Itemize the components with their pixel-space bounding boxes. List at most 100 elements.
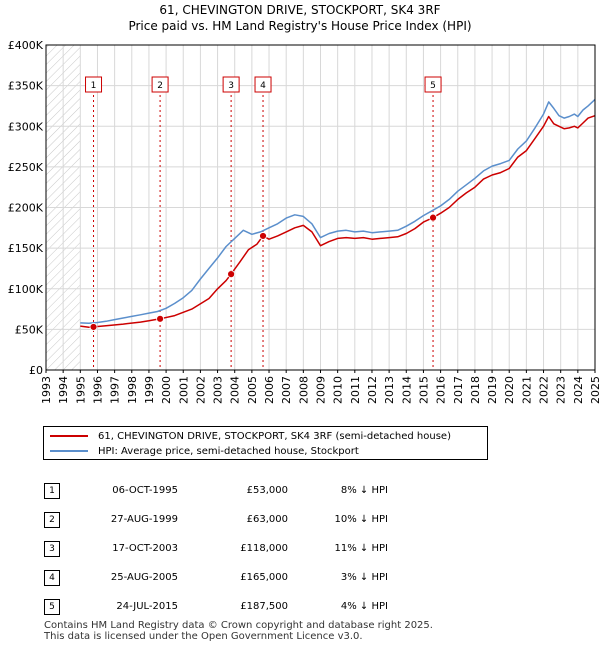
y-tick-label: £350K xyxy=(8,80,44,93)
x-tick-label: 2005 xyxy=(246,376,259,404)
x-tick-label: 2011 xyxy=(349,376,362,404)
sale-date-cell: 27-AUG-1999 xyxy=(110,514,178,525)
sale-point xyxy=(429,213,437,222)
x-tick-label: 1995 xyxy=(74,376,87,404)
x-tick-label: 2019 xyxy=(486,376,499,404)
x-tick-label: 2006 xyxy=(263,376,276,404)
y-tick-label: £0 xyxy=(29,364,43,377)
x-tick-label: 2007 xyxy=(280,376,293,404)
chart-canvas: 1 2 3 4 5 £0 £50K £100K £150K £200K £250K £300K £350… xyxy=(8,39,600,404)
sale-number-badge: 2 xyxy=(44,511,60,528)
sale-point xyxy=(89,323,98,331)
y-tick-label: £100K xyxy=(8,283,44,296)
sale-number-badge: 5 xyxy=(44,598,60,615)
sale-number-cell: 4 xyxy=(44,563,68,592)
x-tick-label: 2002 xyxy=(194,376,207,404)
legend-price-swatch xyxy=(50,435,88,437)
x-tick-label: 2025 xyxy=(589,376,600,404)
x-tick-label: 1993 xyxy=(40,376,53,404)
x-tick-label: 2013 xyxy=(383,376,396,404)
sale-price-cell: £53,000 xyxy=(246,485,288,496)
x-tick-label: 1999 xyxy=(143,376,156,404)
sale-hpi-diff-cell: 3% ↓ HPI xyxy=(340,572,388,583)
sale-point xyxy=(259,232,267,240)
x-tick-label: 2017 xyxy=(452,376,465,404)
x-tick-label: 2012 xyxy=(366,376,379,404)
chart-title: 61, CHEVINGTON DRIVE, STOCKPORT, SK4 3RF xyxy=(159,3,441,17)
sale-number-badge: 1 xyxy=(44,482,60,499)
x-tick-label: 2001 xyxy=(177,376,190,404)
hpi-line xyxy=(80,98,596,325)
sale-price-cell: £118,000 xyxy=(240,543,288,554)
sale-price-cell: £63,000 xyxy=(246,514,288,525)
legend-item-hpi: HPI: Average price, semi-detached house,… xyxy=(44,444,359,458)
sale-date-cell: 25-AUG-2005 xyxy=(110,572,178,583)
legend-hpi-swatch xyxy=(50,450,88,452)
sale-number-cell: 2 xyxy=(44,505,68,534)
x-tick-label: 1998 xyxy=(126,376,139,404)
sale-number-box xyxy=(254,76,272,93)
sale-number-cell: 1 xyxy=(44,476,68,505)
x-tick-label: 2004 xyxy=(229,376,242,404)
x-tick-label: 2024 xyxy=(572,376,585,404)
sale-hpi-diff-cell: 10% ↓ HPI xyxy=(334,514,388,525)
x-tick-label: 1994 xyxy=(57,376,70,404)
sales-table-row: 4 25-AUG-2005 £165,000 3% ↓ HPI xyxy=(44,563,388,592)
legend-price-label: 61, CHEVINGTON DRIVE, STOCKPORT, SK4 3RF… xyxy=(98,430,451,442)
footer-line-1: Contains HM Land Registry data © Crown c… xyxy=(44,620,433,631)
x-tick-label: 2008 xyxy=(297,376,310,404)
y-tick-label: £300K xyxy=(8,120,44,133)
x-tick-label: 2009 xyxy=(315,376,328,404)
x-tick-label: 2020 xyxy=(503,376,516,404)
x-tick-label: 2003 xyxy=(212,376,225,404)
sale-price-cell: £165,000 xyxy=(240,572,288,583)
legend: 61, CHEVINGTON DRIVE, STOCKPORT, SK4 3RF… xyxy=(43,426,488,460)
sales-table-row: 2 27-AUG-1999 £63,000 10% ↓ HPI xyxy=(44,505,388,534)
sales-table-row: 3 17-OCT-2003 £118,000 11% ↓ HPI xyxy=(44,534,388,563)
chart-subtitle: Price paid vs. HM Land Registry's House … xyxy=(128,19,472,33)
y-tick-label: £150K xyxy=(8,242,44,255)
sales-table-row: 5 24-JUL-2015 £187,500 4% ↓ HPI xyxy=(44,592,388,621)
sale-hpi-diff-cell: 8% ↓ HPI xyxy=(340,485,388,496)
footer-line-2: This data is licensed under the Open Gov… xyxy=(44,631,363,642)
sales-table-row: 1 06-OCT-1995 £53,000 8% ↓ HPI xyxy=(44,476,388,505)
y-tick-label: £250K xyxy=(8,161,44,174)
sale-number-cell: 5 xyxy=(44,592,68,621)
sale-number-badge: 3 xyxy=(44,540,60,557)
sale-point xyxy=(227,270,236,279)
price-paid-line xyxy=(80,114,596,329)
sales-table: 1 06-OCT-1995 £53,000 8% ↓ HPI 2 27-AUG-1999 £… xyxy=(44,476,388,621)
sale-date-cell: 17-OCT-2003 xyxy=(112,543,178,554)
x-tick-label: 2015 xyxy=(417,376,430,404)
chart-title-block: 61, CHEVINGTON DRIVE, STOCKPORT, SK4 3RF… xyxy=(0,2,600,34)
sale-number-label: 2 xyxy=(157,81,163,91)
legend-item-price: 61, CHEVINGTON DRIVE, STOCKPORT, SK4 3RF… xyxy=(44,429,451,443)
legend-hpi-label: HPI: Average price, semi-detached house,… xyxy=(98,445,359,457)
x-tick-label: 1996 xyxy=(91,376,104,404)
y-tick-label: £400K xyxy=(8,39,44,52)
x-tick-label: 2021 xyxy=(520,376,533,404)
x-tick-label: 2022 xyxy=(538,376,551,404)
x-tick-label: 2010 xyxy=(332,376,345,404)
sale-date-cell: 24-JUL-2015 xyxy=(116,601,178,612)
sale-hpi-diff-cell: 11% ↓ HPI xyxy=(334,543,388,554)
sale-number-label: 5 xyxy=(430,81,436,91)
sale-point xyxy=(156,314,164,323)
sale-number-box xyxy=(151,76,169,93)
y-tick-label: £50K xyxy=(15,323,44,336)
x-tick-label: 2016 xyxy=(435,376,448,404)
sale-number-label: 3 xyxy=(228,81,234,91)
sale-price-cell: £187,500 xyxy=(240,601,288,612)
footer: Contains HM Land Registry data © Crown c… xyxy=(44,620,433,642)
x-tick-label: 1997 xyxy=(109,376,122,404)
sale-number-box xyxy=(424,76,442,93)
x-tick-label: 2018 xyxy=(469,376,482,404)
x-tick-label: 2014 xyxy=(400,376,413,404)
sale-number-cell: 3 xyxy=(44,534,68,563)
sale-number-label: 4 xyxy=(260,81,266,91)
sale-hpi-diff-cell: 4% ↓ HPI xyxy=(340,601,388,612)
sale-number-box xyxy=(85,76,103,93)
sale-number-label: 1 xyxy=(91,81,97,91)
sale-number-box xyxy=(222,76,240,93)
x-tick-label: 2000 xyxy=(160,376,173,404)
